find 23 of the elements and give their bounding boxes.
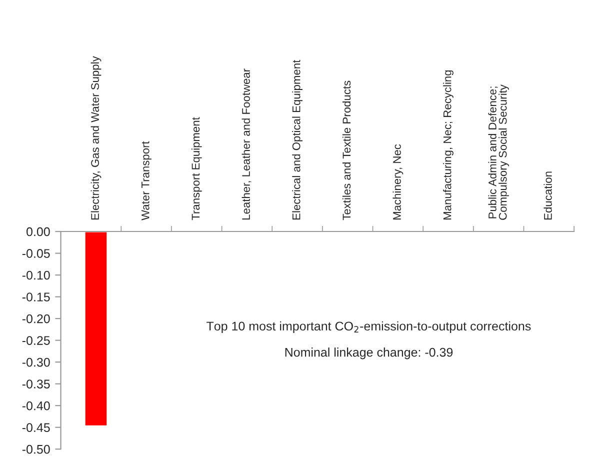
x-tick-label: Education bbox=[544, 172, 552, 220]
x-tick-label: Machinery, Nec bbox=[392, 144, 404, 220]
x-tick-label: Leather, Leather and Footwear bbox=[242, 68, 252, 220]
annotation: Top 10 most important CO$_{2}$-emission-to-output corrections bbox=[206, 321, 531, 334]
y-tick-label: -0.35 bbox=[22, 380, 50, 388]
y-tick-label: -0.10 bbox=[22, 270, 50, 280]
y-tick-label: -0.45 bbox=[22, 423, 50, 432]
x-tick-label: Manufacturing, Nec; Recycling bbox=[443, 70, 454, 220]
y-tick-label: 0.00 bbox=[26, 227, 50, 236]
x-tick-label: Electricity, Gas and Water Supply bbox=[90, 56, 102, 220]
y-tick-label: -0.25 bbox=[22, 336, 50, 345]
y-tick-label: -0.30 bbox=[22, 358, 50, 367]
x-tick-label: Transport Equipment bbox=[191, 117, 202, 220]
y-tick-label: -0.50 bbox=[22, 444, 50, 454]
y-tick-label: -0.20 bbox=[22, 314, 50, 324]
y-tick-label: -0.15 bbox=[22, 292, 50, 302]
x-tick-label: Electrical and Optical Equipment bbox=[292, 60, 302, 220]
y-tick-label: -0.05 bbox=[22, 249, 50, 258]
y-tick-label: -0.40 bbox=[22, 401, 50, 410]
x-tick-label: Textiles and Textile Products bbox=[342, 80, 351, 220]
x-tick-label: Public Admin and Defence; Compulsory Social Security bbox=[488, 84, 509, 220]
annotation: Nominal linkage change: -0.39 bbox=[285, 348, 453, 360]
x-tick-label: Water Transport bbox=[142, 141, 152, 220]
